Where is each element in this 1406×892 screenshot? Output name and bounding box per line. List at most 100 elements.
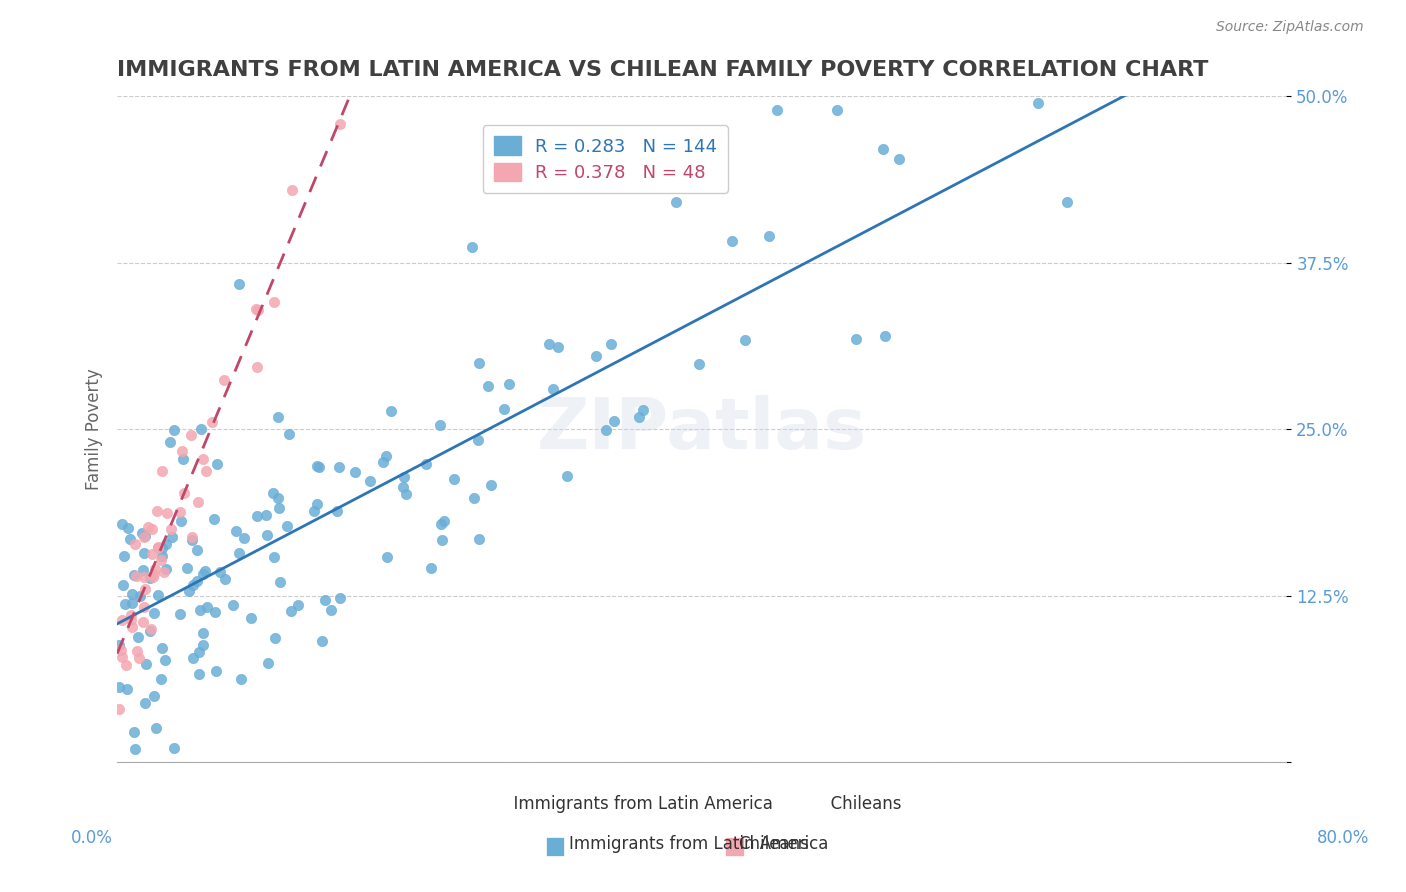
Chileans <box>281 183 304 197</box>
Immigrants from Latin America <box>124 742 146 756</box>
Immigrants from Latin America <box>202 512 225 526</box>
Chileans <box>246 359 269 374</box>
Immigrants from Latin America <box>415 457 437 471</box>
Immigrants from Latin America <box>186 543 208 558</box>
Immigrants from Latin America <box>143 689 166 703</box>
Immigrants from Latin America <box>326 504 349 518</box>
Immigrants from Latin America <box>172 451 194 466</box>
Text: Source: ZipAtlas.com: Source: ZipAtlas.com <box>1216 21 1364 34</box>
Immigrants from Latin America <box>181 650 204 665</box>
Immigrants from Latin America <box>633 403 655 417</box>
Immigrants from Latin America <box>155 562 177 576</box>
Chileans <box>120 607 142 622</box>
Immigrants from Latin America <box>117 682 139 697</box>
Immigrants from Latin America <box>463 491 485 505</box>
Immigrants from Latin America <box>114 597 136 611</box>
Chileans <box>138 520 160 534</box>
Immigrants from Latin America <box>187 645 209 659</box>
Chileans <box>170 444 193 458</box>
Chileans <box>181 530 204 544</box>
Immigrants from Latin America <box>257 656 280 670</box>
Chileans <box>142 570 165 584</box>
Immigrants from Latin America <box>231 672 253 686</box>
Immigrants from Latin America <box>395 487 418 501</box>
Chileans <box>263 295 285 310</box>
Immigrants from Latin America <box>225 524 247 538</box>
Chileans <box>141 522 163 536</box>
Chileans <box>134 582 156 597</box>
Immigrants from Latin America <box>328 460 350 475</box>
Immigrants from Latin America <box>139 624 162 639</box>
Immigrants from Latin America <box>595 424 617 438</box>
Immigrants from Latin America <box>127 630 149 644</box>
Chileans <box>132 570 155 584</box>
Immigrants from Latin America <box>152 549 174 563</box>
Immigrants from Latin America <box>181 533 204 548</box>
Immigrants from Latin America <box>159 434 181 449</box>
Immigrants from Latin America <box>170 514 193 528</box>
Immigrants from Latin America <box>188 603 211 617</box>
Immigrants from Latin America <box>477 379 499 393</box>
Immigrants from Latin America <box>276 518 298 533</box>
Immigrants from Latin America <box>430 533 453 548</box>
Chileans <box>131 615 153 629</box>
Immigrants from Latin America <box>176 561 198 575</box>
Immigrants from Latin America <box>150 640 173 655</box>
Immigrants from Latin America <box>121 596 143 610</box>
Immigrants from Latin America <box>122 567 145 582</box>
Chileans <box>152 464 174 478</box>
Chileans <box>246 302 269 317</box>
Chileans <box>146 541 169 556</box>
Immigrants from Latin America <box>321 603 343 617</box>
Immigrants from Latin America <box>134 546 156 560</box>
Immigrants from Latin America <box>1026 96 1049 111</box>
Immigrants from Latin America <box>256 528 278 542</box>
Chileans <box>110 649 132 664</box>
Immigrants from Latin America <box>145 721 167 735</box>
Immigrants from Latin America <box>585 349 607 363</box>
Immigrants from Latin America <box>302 504 325 518</box>
Immigrants from Latin America <box>193 638 215 652</box>
Immigrants from Latin America <box>134 696 156 710</box>
Immigrants from Latin America <box>845 332 868 346</box>
Immigrants from Latin America <box>150 672 173 686</box>
Immigrants from Latin America <box>538 337 561 351</box>
Immigrants from Latin America <box>163 423 186 437</box>
Immigrants from Latin America <box>222 598 245 612</box>
Immigrants from Latin America <box>107 638 129 652</box>
Immigrants from Latin America <box>121 586 143 600</box>
Immigrants from Latin America <box>600 337 623 351</box>
Chileans <box>134 599 156 614</box>
Chileans <box>245 301 267 316</box>
Chileans <box>111 613 134 627</box>
Immigrants from Latin America <box>875 328 897 343</box>
Immigrants from Latin America <box>132 563 155 577</box>
Chileans <box>121 620 143 634</box>
Immigrants from Latin America <box>307 497 329 511</box>
Immigrants from Latin America <box>256 508 278 522</box>
Immigrants from Latin America <box>204 605 226 619</box>
Immigrants from Latin America <box>148 588 170 602</box>
Immigrants from Latin America <box>311 634 333 648</box>
Immigrants from Latin America <box>153 653 176 667</box>
Immigrants from Latin America <box>197 600 219 615</box>
Immigrants from Latin America <box>547 340 569 354</box>
Chileans <box>169 505 191 519</box>
Immigrants from Latin America <box>181 578 204 592</box>
Chileans <box>120 613 142 627</box>
Immigrants from Latin America <box>112 549 135 563</box>
Immigrants from Latin America <box>134 528 156 542</box>
Chileans <box>107 702 129 716</box>
Y-axis label: Family Poverty: Family Poverty <box>86 368 103 491</box>
Immigrants from Latin America <box>131 526 153 541</box>
Immigrants from Latin America <box>688 357 710 371</box>
Immigrants from Latin America <box>392 480 415 494</box>
Immigrants from Latin America <box>139 571 162 585</box>
Immigrants from Latin America <box>392 470 415 484</box>
Immigrants from Latin America <box>117 521 139 535</box>
Immigrants from Latin America <box>314 593 336 607</box>
Chileans <box>145 504 167 518</box>
Immigrants from Latin America <box>228 546 250 560</box>
Immigrants from Latin America <box>468 356 491 370</box>
Chileans <box>114 658 136 673</box>
